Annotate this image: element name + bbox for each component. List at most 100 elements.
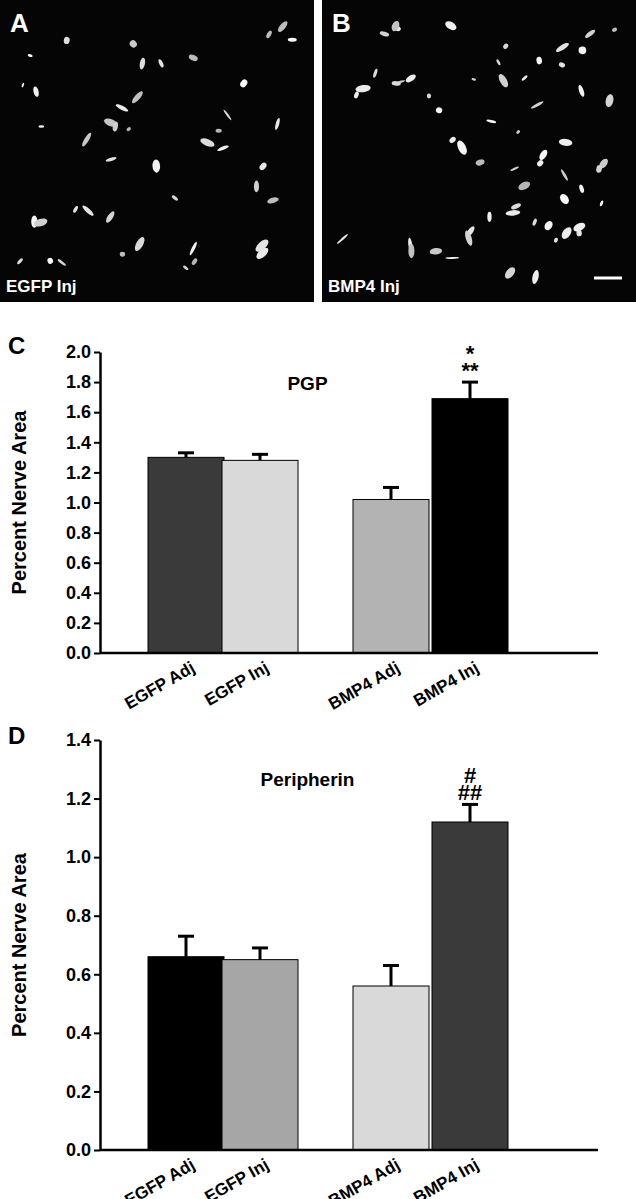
tick: 0.8	[66, 523, 100, 543]
error-cap	[383, 486, 399, 489]
fiber	[487, 212, 491, 222]
fiber	[72, 205, 79, 213]
bar	[432, 822, 508, 1150]
axis-line	[99, 741, 102, 1151]
fiber	[336, 233, 348, 244]
fiber	[120, 252, 125, 257]
bar	[222, 460, 298, 653]
fiber	[521, 75, 528, 82]
fiber	[516, 129, 521, 134]
error-cap	[252, 946, 268, 949]
significance-mark: **	[461, 358, 479, 383]
tick-mark	[94, 915, 100, 917]
tick-label: 1.0	[66, 493, 91, 513]
fiber	[158, 59, 165, 69]
tick: 0.2	[66, 1082, 100, 1102]
category-label: BMP4 Adj	[325, 658, 403, 714]
error-bar	[252, 454, 268, 460]
error-stem	[259, 948, 262, 960]
fiber	[486, 119, 496, 124]
category-label: BMP4 Inj	[410, 1155, 482, 1199]
tick-label: 1.2	[66, 789, 91, 809]
fiber	[63, 36, 70, 44]
fiber	[57, 258, 67, 266]
fiber	[558, 192, 571, 205]
tick-label: 1.0	[66, 847, 91, 867]
fiber	[182, 265, 189, 271]
figure: AEGFP InjBBMP4 InjC***0.00.20.40.60.81.0…	[0, 0, 636, 1199]
bar-chart: D###0.00.20.40.60.81.01.21.4EGFP AdjEGFP…	[8, 722, 598, 1199]
fiber	[32, 86, 40, 98]
bar	[222, 960, 298, 1150]
micrograph: AEGFP Inj	[0, 0, 314, 302]
fiber	[496, 59, 502, 66]
fiber	[171, 194, 179, 201]
panel-letter: B	[332, 8, 351, 38]
category-label: BMP4 Adj	[325, 1155, 403, 1199]
fiber	[81, 132, 93, 148]
fiber	[128, 39, 138, 49]
fiber	[189, 241, 198, 256]
tick-mark	[94, 592, 100, 594]
tick-label: 0.2	[66, 613, 91, 633]
error-stem	[469, 804, 472, 822]
fiber	[543, 219, 554, 231]
fiber	[353, 91, 359, 99]
fiber	[426, 93, 431, 99]
error-cap	[178, 935, 194, 938]
fiber	[267, 196, 280, 204]
fiber	[239, 78, 249, 89]
fiber	[531, 269, 540, 284]
fiber	[152, 159, 160, 173]
fiber	[435, 106, 443, 114]
tick-mark	[94, 653, 100, 655]
tick: 0.0	[66, 643, 100, 663]
fiber	[130, 90, 144, 105]
tick-mark	[94, 532, 100, 534]
fiber	[584, 28, 596, 39]
error-cap	[178, 451, 194, 454]
fiber	[475, 158, 486, 166]
tick: 2.0	[66, 342, 100, 362]
fiber	[538, 148, 549, 161]
fiber	[288, 38, 297, 42]
category-label: EGFP Adj	[121, 1155, 198, 1199]
error-bar	[252, 948, 268, 960]
micrograph: B BMP4 Inj	[322, 0, 636, 302]
image-caption: BMP4 Inj	[328, 277, 400, 296]
panel-letter: A	[10, 8, 29, 38]
chart-title: Peripherin	[261, 769, 355, 790]
fiber	[510, 166, 519, 172]
error-bar	[383, 487, 399, 499]
fiber	[429, 247, 442, 255]
tick-label: 1.8	[66, 372, 91, 392]
fiber	[536, 56, 543, 64]
fiber	[253, 237, 270, 253]
tick-mark	[94, 974, 100, 976]
fiber	[532, 218, 538, 226]
tick-label: 0.4	[66, 583, 91, 603]
fiber	[391, 80, 401, 86]
error-bar	[462, 804, 478, 822]
fiber	[112, 121, 119, 132]
fiber	[445, 257, 459, 259]
fiber	[553, 237, 558, 243]
error-stem	[185, 936, 188, 957]
tick-label: 0.8	[66, 906, 91, 926]
fiber	[560, 225, 574, 240]
tick: 0.4	[66, 583, 100, 603]
fiber	[223, 109, 232, 121]
tick-label: 0.6	[66, 965, 91, 985]
fiber	[595, 164, 602, 173]
fiber	[379, 30, 390, 37]
tick-mark	[94, 382, 100, 384]
tick: 1.4	[66, 730, 100, 750]
tick-mark	[94, 472, 100, 474]
tick-label: 0.0	[66, 1140, 91, 1160]
tick-label: 1.4	[66, 433, 91, 453]
category-label: EGFP Inj	[201, 1155, 272, 1199]
tick: 1.8	[66, 372, 100, 392]
y-axis-title: Percent Nerve Area	[8, 410, 30, 595]
fiber	[502, 43, 509, 50]
fiber	[191, 257, 199, 266]
